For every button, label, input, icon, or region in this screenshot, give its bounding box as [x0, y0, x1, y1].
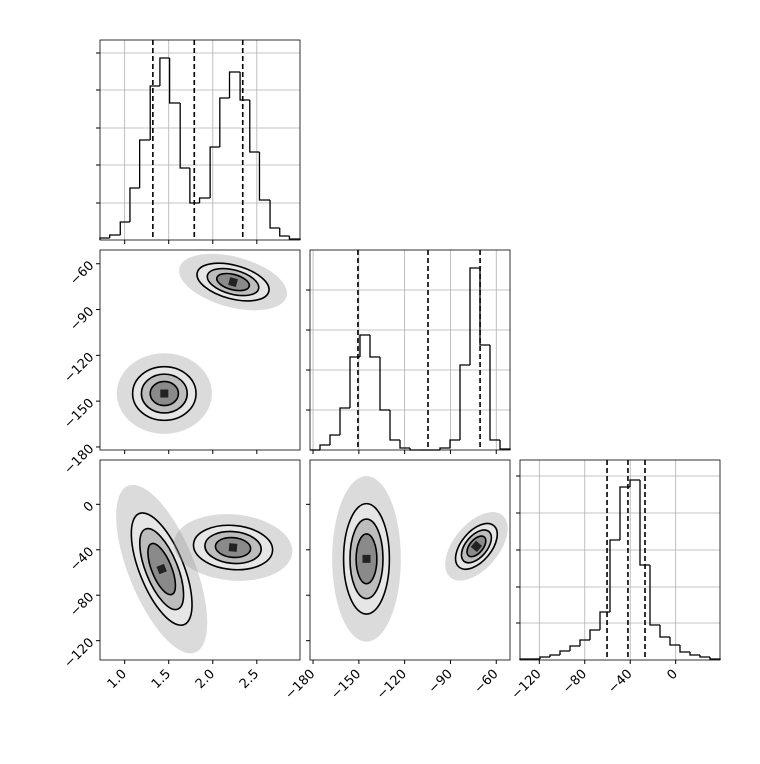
- histogram-bin: [619, 486, 630, 540]
- y-tick-label: −60: [67, 258, 97, 288]
- histogram-bin: [569, 645, 580, 651]
- histogram-bin: [359, 334, 370, 357]
- y-tick-label: −180: [61, 442, 97, 478]
- histogram: [306, 249, 511, 451]
- histogram-bin: [449, 439, 460, 448]
- y-tick-label: −150: [61, 396, 97, 432]
- histogram-bin: [659, 625, 670, 638]
- x-tick-label: −90: [426, 667, 456, 697]
- y-tick-label: −90: [67, 304, 97, 334]
- histogram-bin: [389, 410, 400, 441]
- histogram-bin: [679, 645, 690, 653]
- histogram-bin: [149, 85, 160, 140]
- histogram-bin: [279, 228, 290, 237]
- histogram-bin: [499, 440, 511, 450]
- y-tick-label: −120: [61, 635, 97, 671]
- density-peak: [362, 554, 371, 563]
- x-tick-label: −40: [606, 667, 636, 697]
- x-tick-label: −80: [560, 667, 590, 697]
- histogram-bin: [349, 356, 360, 408]
- histogram-bin: [369, 335, 380, 358]
- histogram-bin: [699, 655, 710, 658]
- y-tick-label: −80: [67, 590, 97, 620]
- axes-frame: [309, 459, 511, 661]
- histogram-bin: [669, 637, 680, 646]
- histogram-bin: [288, 236, 301, 240]
- histogram-bin: [539, 656, 550, 659]
- histogram-bin: [439, 447, 450, 450]
- histogram-bin: [709, 657, 721, 660]
- histogram-bin: [479, 268, 490, 346]
- histogram-bin: [179, 103, 190, 169]
- histogram-bin: [459, 364, 470, 440]
- histogram-bin: [168, 58, 181, 104]
- histogram: [516, 459, 721, 661]
- axes-frame: [519, 459, 721, 661]
- histogram-bin: [219, 97, 230, 147]
- histogram: [96, 39, 301, 241]
- histogram-bin: [109, 234, 121, 238]
- x-tick-label: 1.5: [149, 667, 174, 692]
- histogram-bin: [258, 152, 271, 201]
- density-peak: [156, 563, 167, 575]
- histogram-bin: [399, 440, 410, 449]
- density-panel: [116, 253, 288, 434]
- histogram-bin: [469, 267, 480, 365]
- histogram-bin: [189, 168, 200, 204]
- histogram-bin: [119, 221, 130, 235]
- histogram-bin: [319, 444, 330, 450]
- histogram-bin: [249, 100, 260, 153]
- histogram-bin: [198, 197, 211, 203]
- axes-frame: [99, 459, 301, 661]
- histogram-bin: [649, 565, 660, 626]
- histogram-bin: [559, 650, 570, 655]
- histogram-bin: [329, 434, 340, 445]
- histogram-bin: [609, 539, 620, 612]
- histogram-bin: [589, 629, 600, 640]
- histogram-bin: [159, 57, 170, 86]
- histogram-bin: [339, 407, 350, 435]
- x-tick-label: 2.0: [193, 667, 218, 692]
- histogram-bin: [549, 654, 560, 657]
- axes-frame: [99, 249, 301, 451]
- histogram-bin: [579, 639, 590, 646]
- histogram-bin: [379, 357, 390, 411]
- density-peak: [228, 543, 238, 552]
- axes-frame: [99, 39, 301, 241]
- histogram-bin: [629, 479, 640, 487]
- density-peak: [228, 277, 238, 287]
- histogram-bin: [639, 480, 650, 566]
- x-tick-label: 1.0: [105, 667, 130, 692]
- x-tick-label: −180: [282, 667, 318, 703]
- density-panel: [116, 484, 293, 654]
- density-panel: [332, 476, 508, 642]
- density-peak: [470, 540, 483, 552]
- x-tick-label: −120: [509, 667, 545, 703]
- x-tick-label: −120: [374, 667, 410, 703]
- histogram-bin: [138, 139, 151, 188]
- histogram-bin: [228, 71, 241, 98]
- histogram-bin: [129, 187, 140, 222]
- y-tick-label: −120: [61, 350, 97, 386]
- density-peak: [160, 389, 169, 398]
- histogram-bin: [239, 72, 250, 101]
- x-tick-label: 0: [665, 667, 681, 683]
- histogram-bin: [489, 345, 500, 441]
- histogram-bin: [269, 200, 280, 229]
- histogram-bin: [209, 146, 220, 198]
- x-tick-label: −60: [472, 667, 502, 697]
- histogram-bin: [599, 611, 610, 630]
- histogram-bin: [689, 652, 700, 656]
- y-tick-label: 0: [81, 499, 97, 515]
- axes-frame: [309, 249, 511, 451]
- x-tick-label: −150: [328, 667, 364, 703]
- x-tick-label: 2.5: [237, 667, 262, 692]
- y-tick-label: −40: [67, 544, 97, 574]
